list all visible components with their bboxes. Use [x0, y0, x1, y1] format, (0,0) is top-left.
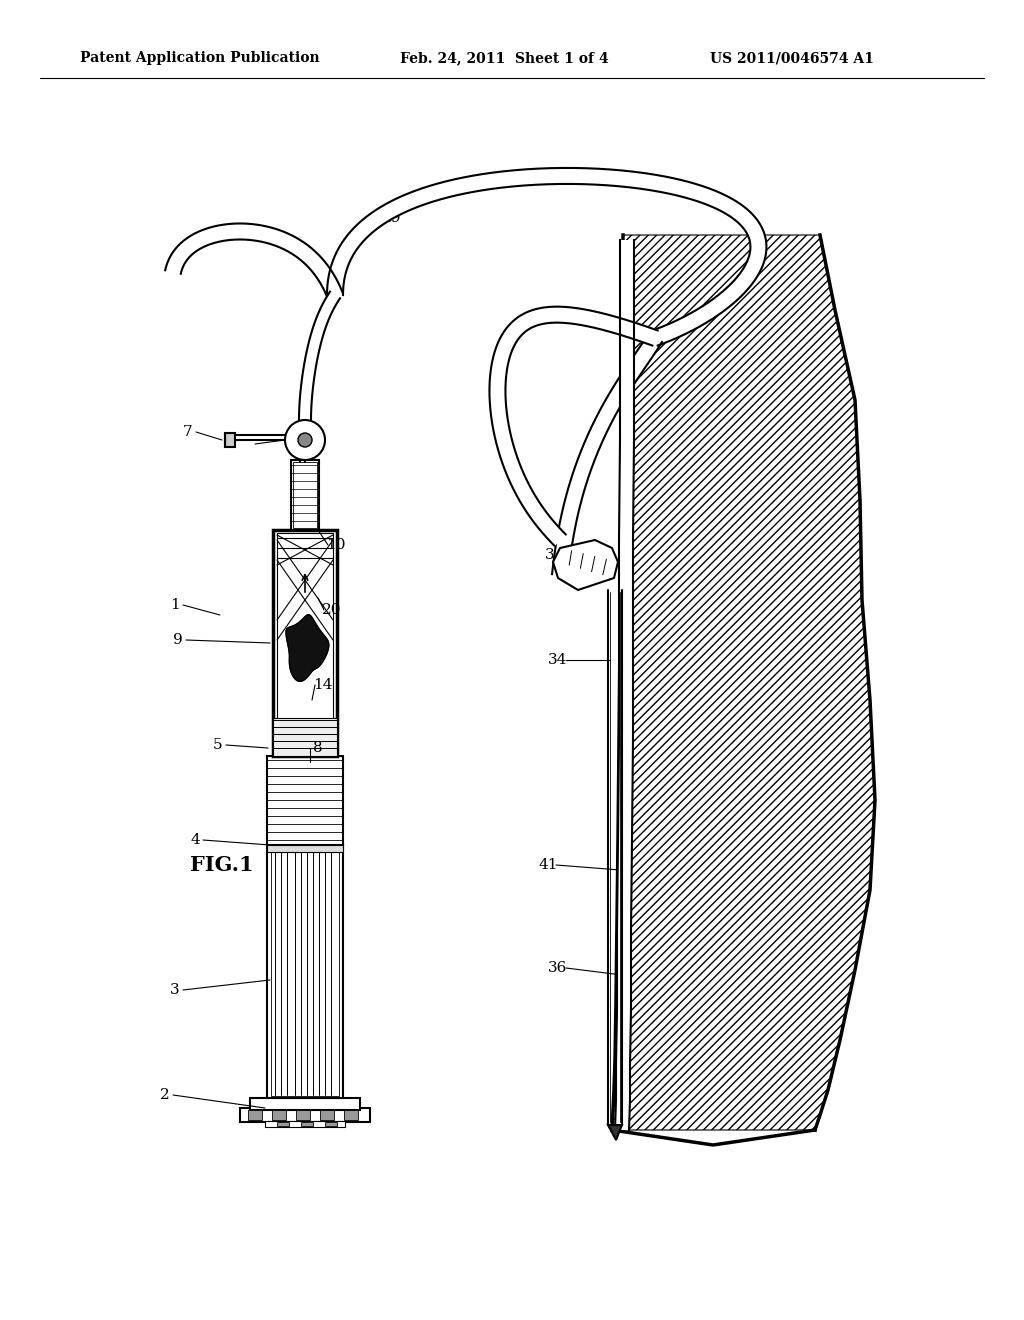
Polygon shape: [165, 223, 342, 298]
Polygon shape: [278, 1122, 289, 1126]
Text: 29: 29: [382, 211, 401, 224]
Polygon shape: [278, 533, 333, 752]
Text: 4: 4: [190, 833, 200, 847]
Text: 20: 20: [323, 603, 342, 616]
Polygon shape: [344, 1110, 358, 1119]
Circle shape: [285, 420, 325, 459]
Polygon shape: [250, 1098, 360, 1110]
Polygon shape: [273, 531, 337, 756]
Polygon shape: [273, 758, 337, 774]
Polygon shape: [296, 1110, 310, 1119]
Text: 34: 34: [548, 653, 567, 667]
Polygon shape: [286, 615, 329, 681]
Polygon shape: [299, 292, 340, 420]
Polygon shape: [608, 1125, 622, 1140]
Polygon shape: [327, 168, 766, 346]
Text: 33: 33: [546, 548, 564, 562]
Polygon shape: [265, 1121, 345, 1127]
Polygon shape: [267, 756, 343, 845]
Polygon shape: [612, 235, 874, 1130]
Polygon shape: [325, 1122, 337, 1126]
Polygon shape: [615, 240, 634, 1130]
Text: 10: 10: [327, 539, 346, 552]
Polygon shape: [273, 718, 337, 756]
Text: 1: 1: [170, 598, 180, 612]
Text: Feb. 24, 2011  Sheet 1 of 4: Feb. 24, 2011 Sheet 1 of 4: [400, 51, 608, 65]
Text: 8: 8: [313, 741, 323, 755]
Polygon shape: [293, 462, 317, 528]
Text: 9: 9: [173, 634, 183, 647]
Polygon shape: [552, 334, 662, 576]
Polygon shape: [272, 1110, 286, 1119]
Text: 7: 7: [183, 425, 193, 440]
Text: FIG.1: FIG.1: [190, 855, 254, 875]
Polygon shape: [301, 1122, 313, 1126]
Circle shape: [298, 433, 312, 447]
Polygon shape: [319, 1110, 334, 1119]
Polygon shape: [248, 1110, 262, 1119]
Polygon shape: [240, 1107, 370, 1122]
Text: 36: 36: [548, 961, 567, 975]
Text: 14: 14: [313, 678, 333, 692]
Polygon shape: [267, 845, 343, 1098]
Text: 41: 41: [539, 858, 558, 873]
Text: 3: 3: [170, 983, 180, 997]
Text: US 2011/0046574 A1: US 2011/0046574 A1: [710, 51, 873, 65]
Polygon shape: [225, 433, 234, 447]
Polygon shape: [271, 847, 339, 1096]
Text: 5: 5: [213, 738, 223, 752]
Polygon shape: [489, 306, 657, 545]
Polygon shape: [291, 459, 319, 531]
Polygon shape: [553, 540, 618, 590]
Text: 2: 2: [160, 1088, 170, 1102]
Text: Patent Application Publication: Patent Application Publication: [80, 51, 319, 65]
Polygon shape: [267, 843, 343, 851]
